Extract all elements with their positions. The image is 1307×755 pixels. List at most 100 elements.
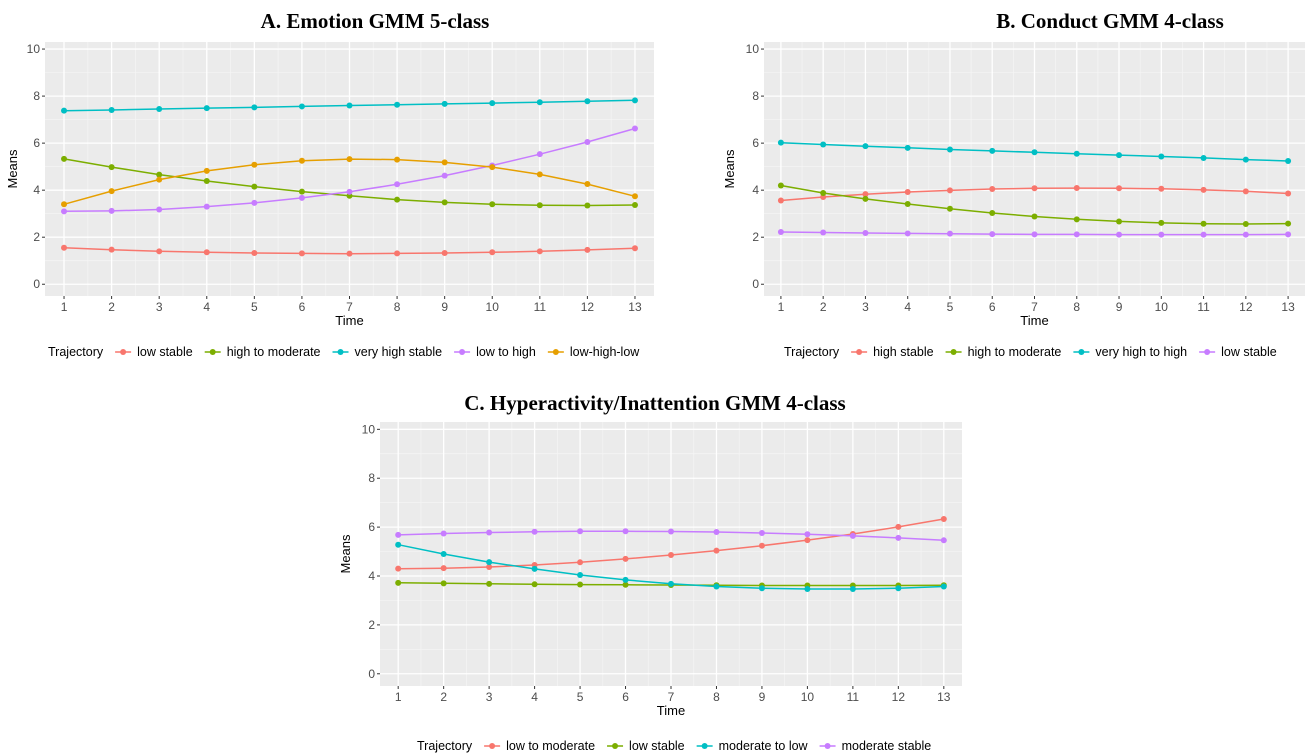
series-high-to-moderate bbox=[777, 182, 1292, 228]
data-point bbox=[203, 167, 210, 174]
data-point bbox=[394, 101, 401, 108]
data-point bbox=[298, 250, 305, 257]
y-tick-label: 0 bbox=[33, 277, 40, 291]
data-point bbox=[108, 106, 115, 113]
data-point bbox=[531, 581, 538, 588]
data-point bbox=[577, 572, 584, 579]
legend-entry: low-high-low bbox=[570, 345, 640, 359]
data-point bbox=[1031, 149, 1038, 156]
legend-key-point bbox=[489, 743, 496, 749]
y-tick-label: 2 bbox=[752, 230, 759, 244]
legend-entry: low to high bbox=[476, 345, 536, 359]
legend-entry: low stable bbox=[1221, 345, 1277, 359]
data-point bbox=[346, 156, 353, 163]
x-tick-label: 2 bbox=[820, 300, 827, 314]
data-point bbox=[108, 246, 115, 253]
x-tick-label: 9 bbox=[759, 690, 766, 704]
data-point bbox=[584, 202, 591, 209]
x-tick-label: 6 bbox=[299, 300, 306, 314]
data-point bbox=[440, 565, 447, 572]
y-tick-label: 8 bbox=[752, 89, 759, 103]
data-point bbox=[584, 138, 591, 145]
y-tick-label: 10 bbox=[362, 422, 376, 436]
data-point bbox=[1242, 188, 1249, 195]
data-point bbox=[1200, 154, 1207, 161]
x-tick-label: 12 bbox=[892, 690, 906, 704]
series-very-high-to-high bbox=[777, 139, 1292, 165]
data-point bbox=[486, 563, 493, 570]
data-point bbox=[622, 555, 629, 562]
legend-title: Trajectory bbox=[784, 345, 840, 359]
data-point bbox=[1242, 156, 1249, 163]
x-tick-label: 12 bbox=[581, 300, 595, 314]
legend-key-point bbox=[1204, 349, 1211, 355]
data-point bbox=[1073, 216, 1080, 223]
x-tick-label: 2 bbox=[108, 300, 115, 314]
legend-entry: low stable bbox=[629, 739, 685, 753]
data-point bbox=[251, 199, 258, 206]
data-point bbox=[820, 141, 827, 148]
data-point bbox=[1031, 231, 1038, 238]
data-point bbox=[804, 537, 811, 544]
chart-title: C. Hyperactivity/Inattention GMM 4-class bbox=[464, 391, 845, 415]
x-tick-label: 1 bbox=[778, 300, 785, 314]
legend: Trajectory low stable high to moderate very… bbox=[48, 345, 640, 359]
chart-title: A. Emotion GMM 5-class bbox=[261, 9, 490, 33]
data-point bbox=[895, 523, 902, 530]
data-point bbox=[668, 551, 674, 558]
x-tick-label: 11 bbox=[1197, 300, 1210, 314]
data-point bbox=[1158, 219, 1165, 226]
data-point bbox=[946, 230, 953, 237]
x-tick-label: 5 bbox=[947, 300, 954, 314]
legend-key-point bbox=[337, 349, 344, 355]
data-point bbox=[862, 143, 869, 150]
data-point bbox=[989, 185, 996, 192]
data-point bbox=[1031, 213, 1038, 220]
chart-panel-3: C. Hyperactivity/Inattention GMM 4-class… bbox=[338, 391, 962, 753]
data-point bbox=[904, 201, 911, 208]
data-point bbox=[946, 146, 953, 153]
data-point bbox=[940, 537, 947, 544]
data-point bbox=[346, 102, 353, 109]
legend-entry: moderate stable bbox=[842, 739, 932, 753]
chart-title: B. Conduct GMM 4-class bbox=[996, 9, 1224, 33]
series-moderate-stable bbox=[395, 528, 947, 544]
data-point bbox=[531, 528, 538, 535]
x-tick-label: 4 bbox=[531, 690, 538, 704]
x-tick-label: 8 bbox=[394, 300, 401, 314]
y-tick-label: 10 bbox=[27, 42, 41, 56]
data-point bbox=[622, 581, 629, 588]
legend-key-point bbox=[120, 349, 127, 355]
data-point bbox=[61, 208, 68, 215]
data-point bbox=[1200, 186, 1207, 193]
y-tick-label: 6 bbox=[368, 520, 375, 534]
legend-entry: very high stable bbox=[355, 345, 443, 359]
data-point bbox=[713, 547, 720, 554]
data-point bbox=[1116, 185, 1123, 192]
data-point bbox=[156, 171, 163, 178]
y-tick-label: 8 bbox=[33, 89, 40, 103]
x-tick-label: 13 bbox=[937, 690, 951, 704]
data-point bbox=[1116, 218, 1123, 225]
data-point bbox=[251, 249, 258, 256]
data-point bbox=[395, 579, 402, 586]
data-point bbox=[440, 580, 447, 587]
data-point bbox=[1116, 231, 1123, 238]
data-point bbox=[1073, 185, 1080, 192]
data-point bbox=[584, 98, 591, 105]
data-point bbox=[395, 531, 402, 538]
legend-key-point bbox=[612, 743, 619, 749]
x-tick-label: 10 bbox=[1155, 300, 1169, 314]
x-tick-label: 5 bbox=[577, 690, 584, 704]
data-point bbox=[1242, 231, 1249, 238]
data-point bbox=[156, 106, 163, 113]
data-point bbox=[61, 155, 68, 162]
x-tick-label: 10 bbox=[486, 300, 500, 314]
data-point bbox=[668, 580, 674, 587]
data-point bbox=[489, 100, 496, 107]
x-tick-label: 6 bbox=[989, 300, 996, 314]
data-point bbox=[1158, 153, 1165, 160]
data-point bbox=[441, 159, 448, 166]
